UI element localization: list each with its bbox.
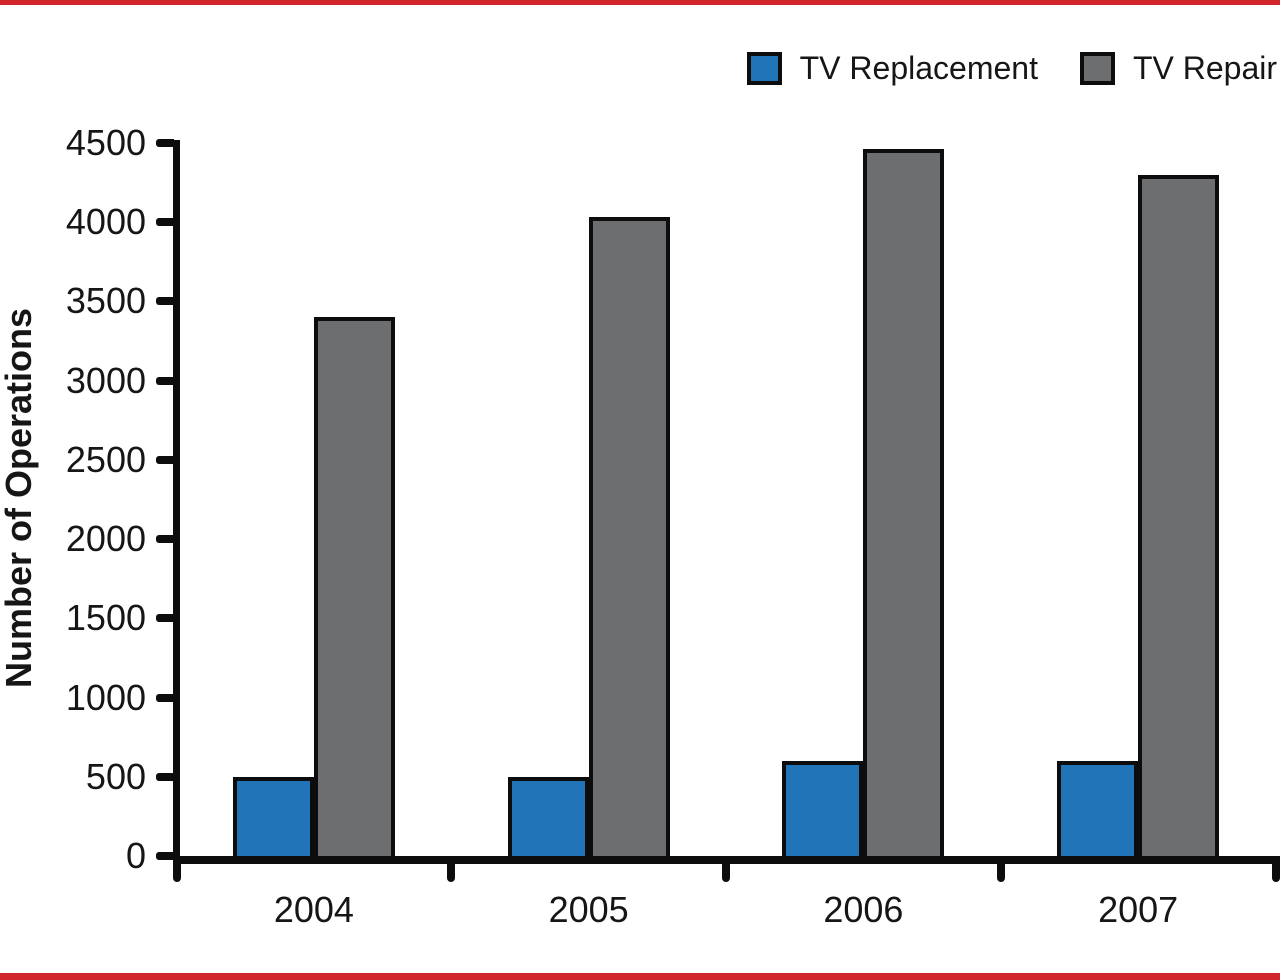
legend-swatch-blue — [746, 52, 782, 85]
bar-tv-replacement-2007 — [1057, 761, 1139, 860]
x-axis-line — [173, 856, 1280, 864]
bottom-red-rule — [0, 973, 1280, 980]
y-axis-tick — [156, 139, 174, 147]
y-axis-tick — [156, 455, 174, 464]
y-axis-tick — [156, 693, 174, 702]
y-tick-label: 4500 — [65, 122, 146, 163]
x-axis-tick — [172, 864, 181, 882]
bar-tv-replacement-2006 — [782, 761, 864, 860]
chart-legend: TV Replacement TV Repair — [746, 50, 1277, 86]
x-tick-label-2005: 2005 — [548, 889, 629, 930]
x-tick-label-2006: 2006 — [823, 889, 904, 930]
x-axis-tick — [722, 864, 730, 882]
legend-label: TV Replacement — [799, 50, 1038, 86]
y-tick-label: 3000 — [65, 359, 146, 401]
y-axis-tick — [156, 218, 174, 227]
y-tick-label: 1000 — [65, 676, 146, 718]
bar-tv-replacement-2005 — [507, 777, 589, 860]
bar-tv-repair-2004 — [313, 317, 395, 860]
bar-tv-replacement-2004 — [232, 777, 314, 860]
y-tick-label: 2000 — [65, 518, 146, 560]
y-axis-tick — [156, 852, 174, 860]
y-axis-tick — [156, 297, 174, 306]
y-axis-tick — [156, 772, 174, 781]
y-axis-tick — [156, 376, 174, 385]
bar-tv-repair-2007 — [1138, 175, 1220, 860]
x-tick-label-2007: 2007 — [1098, 889, 1179, 930]
legend-item-tv-replacement: TV Replacement — [746, 50, 1038, 86]
x-axis-tick — [447, 864, 456, 882]
legend-swatch-gray — [1079, 52, 1115, 85]
bar-tv-repair-2005 — [588, 217, 670, 860]
y-tick-label: 500 — [85, 755, 146, 797]
y-axis-tick — [156, 614, 174, 623]
legend-item-tv-repair: TV Repair — [1079, 50, 1277, 86]
x-axis-tick — [1271, 864, 1280, 882]
y-tick-label: 0 — [125, 835, 146, 876]
top-red-rule — [0, 0, 1280, 5]
y-tick-label: 3500 — [65, 280, 146, 322]
y-tick-label: 4000 — [65, 201, 146, 243]
legend-label: TV Repair — [1132, 50, 1277, 86]
y-axis-line — [173, 140, 180, 864]
bar-tv-repair-2006 — [863, 149, 945, 860]
x-axis-tick — [996, 864, 1005, 882]
y-tick-label: 2500 — [65, 438, 146, 480]
x-tick-label-2004: 2004 — [273, 889, 354, 930]
y-axis-tick — [156, 535, 174, 544]
y-tick-label: 1500 — [65, 597, 146, 639]
